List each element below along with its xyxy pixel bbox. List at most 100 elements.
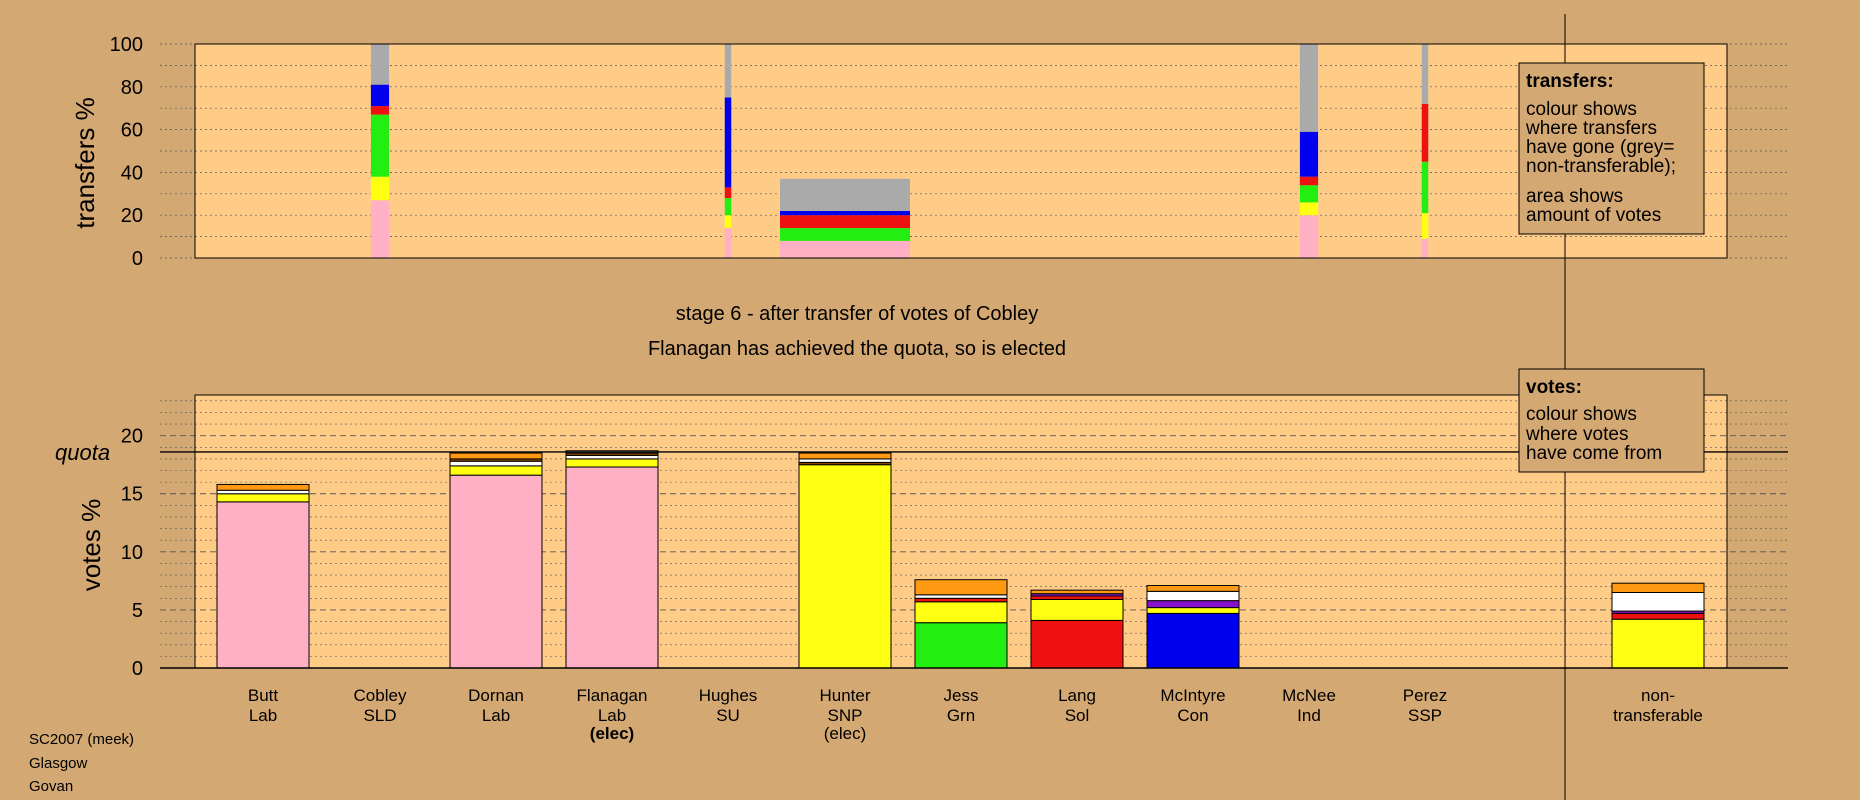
votes-bars [216, 450, 1705, 669]
transfer-segment [370, 114, 390, 177]
vote-segment [1611, 618, 1705, 669]
candidate-name: Dornan [468, 686, 524, 705]
candidate-party: transferable [1613, 706, 1703, 725]
candidate-labels: ButtLabCobleySLDDornanLabFlanaganLab(ele… [248, 686, 1703, 743]
vote-segment [798, 458, 892, 463]
votes-y-axis-title: votes % [76, 499, 106, 592]
vote-segment [914, 622, 1008, 669]
votes-y-tick: 15 [121, 484, 143, 506]
transfer-segment [370, 106, 390, 115]
candidate-name: Flanagan [577, 686, 648, 705]
transfers-y-tick: 0 [132, 248, 143, 270]
votes-y-ticks: 0 5 10 15 20 [121, 426, 143, 680]
candidate-name: Jess [944, 686, 979, 705]
legend-transfers-box [1518, 62, 1705, 235]
transfer-segment [1421, 161, 1429, 214]
transfers-panel: 0 20 40 60 80 100 transfers % [70, 34, 1788, 270]
vote-segment [449, 474, 543, 669]
transfers-y-tick: 40 [121, 162, 143, 184]
transfer-segment [1421, 238, 1429, 258]
legend-transfers-line: where transfers [1525, 118, 1657, 139]
transfers-y-axis-title: transfers % [70, 97, 100, 229]
transfer-segment [780, 215, 910, 229]
transfer-segment [370, 200, 390, 258]
vote-segment [1146, 585, 1240, 592]
vote-segment [216, 489, 310, 495]
vote-segment [565, 454, 659, 460]
vote-segment [1611, 582, 1705, 593]
transfer-segment [1299, 202, 1319, 216]
vote-segment [1146, 607, 1240, 614]
transfers-bars [370, 44, 1429, 258]
transfer-segment [1421, 213, 1429, 239]
transfer-segment [780, 178, 910, 211]
vote-segment [798, 464, 892, 669]
vote-segment [1030, 595, 1124, 600]
vote-segment [1611, 591, 1705, 612]
stage-subtitle: Flanagan has achieved the quota, so is e… [648, 338, 1066, 360]
legend-votes-box [1518, 368, 1705, 473]
legend-transfers: transfers: colour shows where transfers … [1518, 62, 1705, 235]
transfer-segment [724, 187, 732, 199]
votes-grid [160, 400, 1788, 657]
legend-votes-line: colour shows [1526, 404, 1637, 425]
transfer-segment [1421, 103, 1429, 162]
transfer-segment [724, 97, 732, 188]
vote-segment [565, 466, 659, 669]
legend-votes: votes: colour shows where votes have com… [1518, 368, 1705, 473]
transfer-segment [1421, 44, 1429, 104]
candidate-party: Lab [249, 706, 277, 725]
transfers-y-tick: 100 [110, 34, 143, 56]
vote-segment [1611, 612, 1705, 620]
legend-votes-title: votes: [1526, 377, 1582, 398]
vote-segment [1030, 619, 1124, 669]
votes-y-tick: 10 [121, 542, 143, 564]
quota-label: quota [55, 440, 110, 465]
candidate-name: Perez [1403, 686, 1447, 705]
transfers-y-ticks: 0 20 40 60 80 100 [110, 34, 143, 270]
candidate-party: SLD [363, 706, 396, 725]
vote-segment [914, 579, 1008, 596]
candidate-name: Lang [1058, 686, 1096, 705]
transfer-segment [724, 228, 732, 258]
candidate-party: SNP [828, 706, 863, 725]
vote-segment [914, 597, 1008, 603]
vote-segment [1146, 600, 1240, 609]
vote-segment [216, 493, 310, 503]
footer-council: Glasgow [29, 755, 88, 772]
legend-transfers-line: amount of votes [1526, 205, 1661, 226]
votes-y-tick: 20 [121, 426, 143, 448]
footer-ward: Govan [29, 778, 73, 795]
candidate-party: Con [1177, 706, 1208, 725]
candidate-name: Cobley [354, 686, 407, 705]
transfer-segment [780, 240, 910, 258]
candidate-name: McNee [1282, 686, 1336, 705]
candidate-party: Sol [1065, 706, 1090, 725]
legend-transfers-title: transfers: [1526, 71, 1614, 92]
transfer-segment [1299, 131, 1319, 177]
transfer-segment [370, 176, 390, 201]
transfer-segment [1299, 44, 1319, 132]
vote-segment [1030, 598, 1124, 621]
candidate-party: Lab [482, 706, 510, 725]
stage-title: stage 6 - after transfer of votes of Cob… [676, 303, 1038, 325]
vote-segment [1146, 612, 1240, 669]
candidate-party: SSP [1408, 706, 1442, 725]
legend-transfers-line: colour shows [1526, 99, 1637, 120]
legend-votes-line: where votes [1525, 424, 1628, 445]
votes-y-tick: 5 [132, 600, 143, 622]
vote-segment [449, 452, 543, 460]
transfer-segment [724, 44, 732, 98]
candidate-party: SU [716, 706, 740, 725]
candidate-party: Lab [598, 706, 626, 725]
legend-transfers-line: non-transferable); [1526, 156, 1676, 177]
vote-segment [914, 601, 1008, 624]
legend-transfers-line: area shows [1526, 186, 1623, 207]
candidate-party: Grn [947, 706, 975, 725]
legend-votes-line: have come from [1526, 443, 1662, 464]
vote-segment [449, 465, 543, 476]
candidate-name: Hughes [699, 686, 758, 705]
votes-y-tick: 0 [132, 658, 143, 680]
transfers-plot-frame [194, 43, 1728, 259]
